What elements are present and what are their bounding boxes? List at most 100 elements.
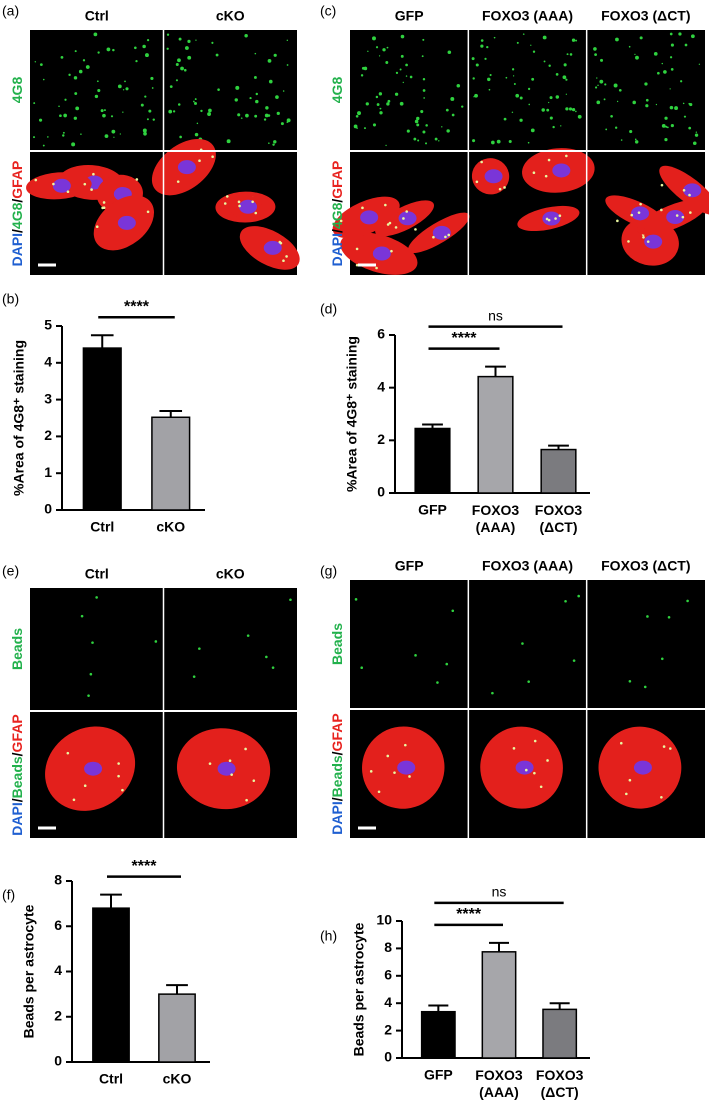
x-tick-label: FOXO3 (AAA) [475, 1067, 523, 1100]
puncta [62, 131, 65, 134]
puncta [645, 98, 649, 102]
row-label: Beads [329, 623, 345, 665]
puncta [47, 136, 49, 138]
puncta [548, 64, 551, 67]
puncta [255, 92, 259, 96]
puncta [282, 259, 285, 262]
puncta [527, 680, 530, 683]
nucleus [633, 760, 652, 775]
nucleus [372, 246, 391, 261]
puncta [111, 129, 116, 134]
puncta [59, 114, 62, 118]
puncta [475, 63, 479, 67]
nucleus [484, 169, 503, 184]
puncta [619, 741, 623, 745]
column-header: FOXO3 (ΔCT) [601, 8, 690, 24]
nucleus [263, 240, 282, 255]
puncta [575, 39, 578, 42]
column-header: Ctrl [85, 566, 109, 582]
puncta [565, 93, 567, 95]
nucleus [117, 215, 136, 230]
puncta [83, 182, 87, 186]
nucleus [398, 211, 417, 226]
nucleus [397, 760, 416, 775]
puncta [451, 113, 455, 117]
puncta [568, 107, 573, 111]
puncta [89, 672, 93, 676]
puncta [151, 87, 154, 89]
row-label-part: 4G8 [9, 202, 25, 229]
puncta [187, 39, 191, 43]
puncta [667, 615, 671, 619]
puncta [546, 759, 549, 762]
puncta [177, 58, 181, 63]
puncta [512, 75, 515, 77]
puncta [135, 59, 138, 63]
puncta [684, 43, 688, 47]
puncta [63, 113, 67, 118]
puncta [660, 795, 663, 799]
nucleus [683, 183, 702, 198]
puncta [552, 125, 555, 129]
puncta [472, 139, 476, 143]
x-tick-label: Ctrl [99, 1071, 123, 1087]
puncta [531, 77, 535, 81]
puncta [379, 111, 383, 115]
column-header: Ctrl [85, 8, 109, 24]
puncta [644, 82, 648, 86]
puncta [235, 85, 240, 90]
row-label-part: Beads [9, 628, 25, 670]
puncta [564, 599, 567, 603]
puncta [238, 204, 241, 208]
bar [542, 1008, 578, 1059]
puncta [604, 83, 607, 86]
puncta [669, 32, 673, 36]
puncta [451, 609, 455, 613]
row-label: DAPI/4G8/GFAP [329, 161, 345, 267]
puncta [142, 128, 147, 133]
puncta [527, 87, 531, 91]
puncta [461, 105, 464, 108]
puncta [150, 76, 154, 81]
puncta [593, 47, 597, 51]
puncta [175, 63, 179, 67]
puncta [254, 52, 257, 55]
puncta [166, 33, 170, 36]
puncta [544, 174, 548, 178]
puncta [521, 642, 524, 645]
puncta [119, 133, 121, 135]
y-tick-label: 4 [44, 354, 52, 370]
puncta [121, 788, 124, 792]
row-label: DAPI/Beads/GFAP [9, 714, 25, 835]
puncta [92, 172, 95, 176]
puncta [225, 195, 229, 198]
row-label-part: / [9, 199, 25, 203]
y-tick-label: 8 [384, 939, 392, 955]
nucleus [552, 163, 571, 178]
puncta [689, 102, 693, 107]
puncta [360, 666, 364, 670]
y-tick-label: 2 [44, 427, 52, 443]
puncta [670, 43, 674, 47]
puncta [194, 132, 199, 137]
puncta [646, 240, 650, 243]
puncta [475, 180, 479, 184]
puncta [664, 138, 668, 142]
x-tick-label: GFP [418, 502, 447, 518]
puncta [135, 178, 139, 181]
puncta [689, 211, 692, 214]
puncta [194, 98, 197, 101]
puncta [496, 139, 501, 144]
y-tick-label: 6 [384, 967, 392, 983]
x-tick-label-line: (AAA) [479, 1084, 519, 1100]
puncta [95, 225, 99, 228]
puncta [630, 213, 634, 217]
puncta [597, 84, 599, 87]
puncta [275, 95, 279, 99]
y-tick-label: 2 [377, 431, 385, 447]
puncta [613, 83, 618, 88]
puncta [423, 97, 425, 99]
puncta [192, 675, 196, 678]
row-label-part: DAPI [9, 233, 25, 266]
puncta [660, 183, 664, 187]
